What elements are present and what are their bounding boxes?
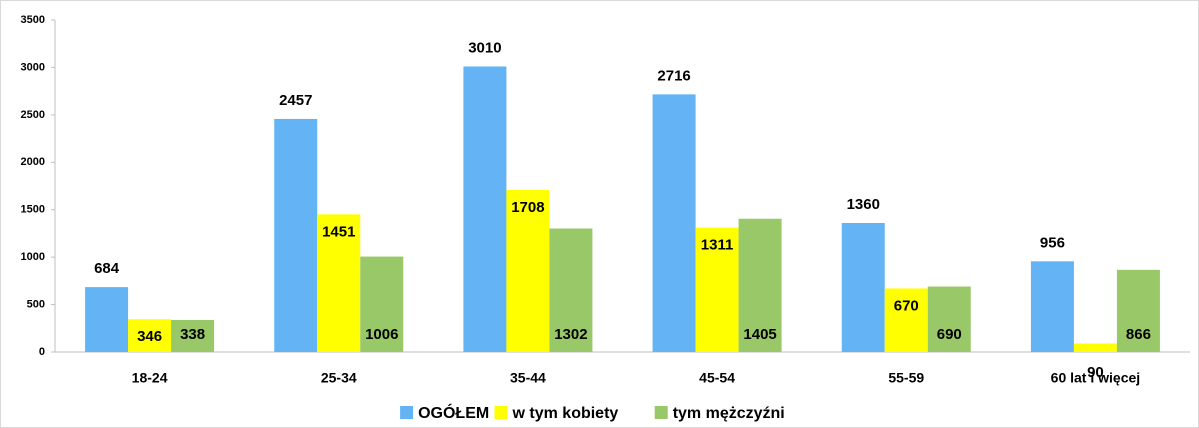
bar (927, 286, 971, 352)
x-tick-label: 18-24 (132, 370, 168, 386)
data-label: 2716 (657, 67, 690, 84)
bar (274, 118, 318, 352)
bar (463, 66, 507, 352)
legend-swatch (494, 406, 508, 419)
bar (549, 228, 593, 352)
data-label: 866 (1126, 326, 1151, 343)
bar (738, 218, 782, 352)
y-tick-label: 1500 (21, 204, 45, 216)
x-tick-label: 25-34 (321, 370, 357, 386)
x-tick-label: 45-54 (699, 370, 735, 386)
bar (360, 256, 404, 352)
bar (128, 319, 172, 352)
legend-label: OGÓŁEM (418, 403, 489, 422)
legend-swatch (654, 406, 668, 419)
y-tick-label: 1000 (21, 251, 45, 263)
data-label: 1006 (365, 326, 398, 343)
y-tick-label: 0 (39, 346, 45, 358)
bar (1073, 343, 1117, 352)
data-label: 1360 (847, 196, 880, 213)
bar (1030, 261, 1074, 352)
data-label: 690 (937, 326, 962, 343)
legend-label: tym mężczyźni (673, 405, 785, 422)
data-label: 346 (137, 328, 162, 345)
legend-label: w tym kobiety (512, 405, 619, 422)
bar (506, 189, 550, 352)
bar (171, 319, 215, 352)
bar (1116, 269, 1160, 352)
y-tick-label: 3500 (21, 14, 45, 26)
data-label: 684 (94, 260, 120, 277)
x-tick-label: 60 lat i więcej (1051, 370, 1141, 386)
y-tick-label: 2500 (21, 109, 45, 121)
y-tick-label: 2000 (21, 156, 45, 168)
data-label: 90 (1087, 364, 1104, 381)
data-label: 338 (180, 326, 205, 343)
data-label: 1311 (701, 237, 734, 254)
data-label: 1302 (554, 326, 587, 343)
data-label: 1708 (511, 199, 544, 216)
data-label: 956 (1040, 234, 1065, 251)
data-label: 3010 (468, 39, 501, 56)
data-label: 1405 (743, 326, 776, 343)
bar (884, 288, 928, 352)
bar (317, 214, 361, 352)
x-tick-label: 55-59 (888, 370, 924, 386)
data-label: 1451 (322, 223, 355, 240)
data-label: 670 (894, 297, 919, 314)
x-tick-label: 35-44 (510, 370, 546, 386)
y-tick-label: 3000 (21, 61, 45, 73)
bar (85, 287, 129, 352)
bar (652, 94, 696, 353)
bar (695, 227, 739, 352)
y-tick-label: 500 (27, 298, 45, 310)
bar (841, 222, 885, 352)
data-label: 2457 (279, 92, 312, 109)
legend-swatch (400, 406, 414, 419)
